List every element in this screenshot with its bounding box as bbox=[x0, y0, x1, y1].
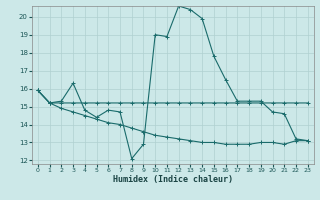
X-axis label: Humidex (Indice chaleur): Humidex (Indice chaleur) bbox=[113, 175, 233, 184]
